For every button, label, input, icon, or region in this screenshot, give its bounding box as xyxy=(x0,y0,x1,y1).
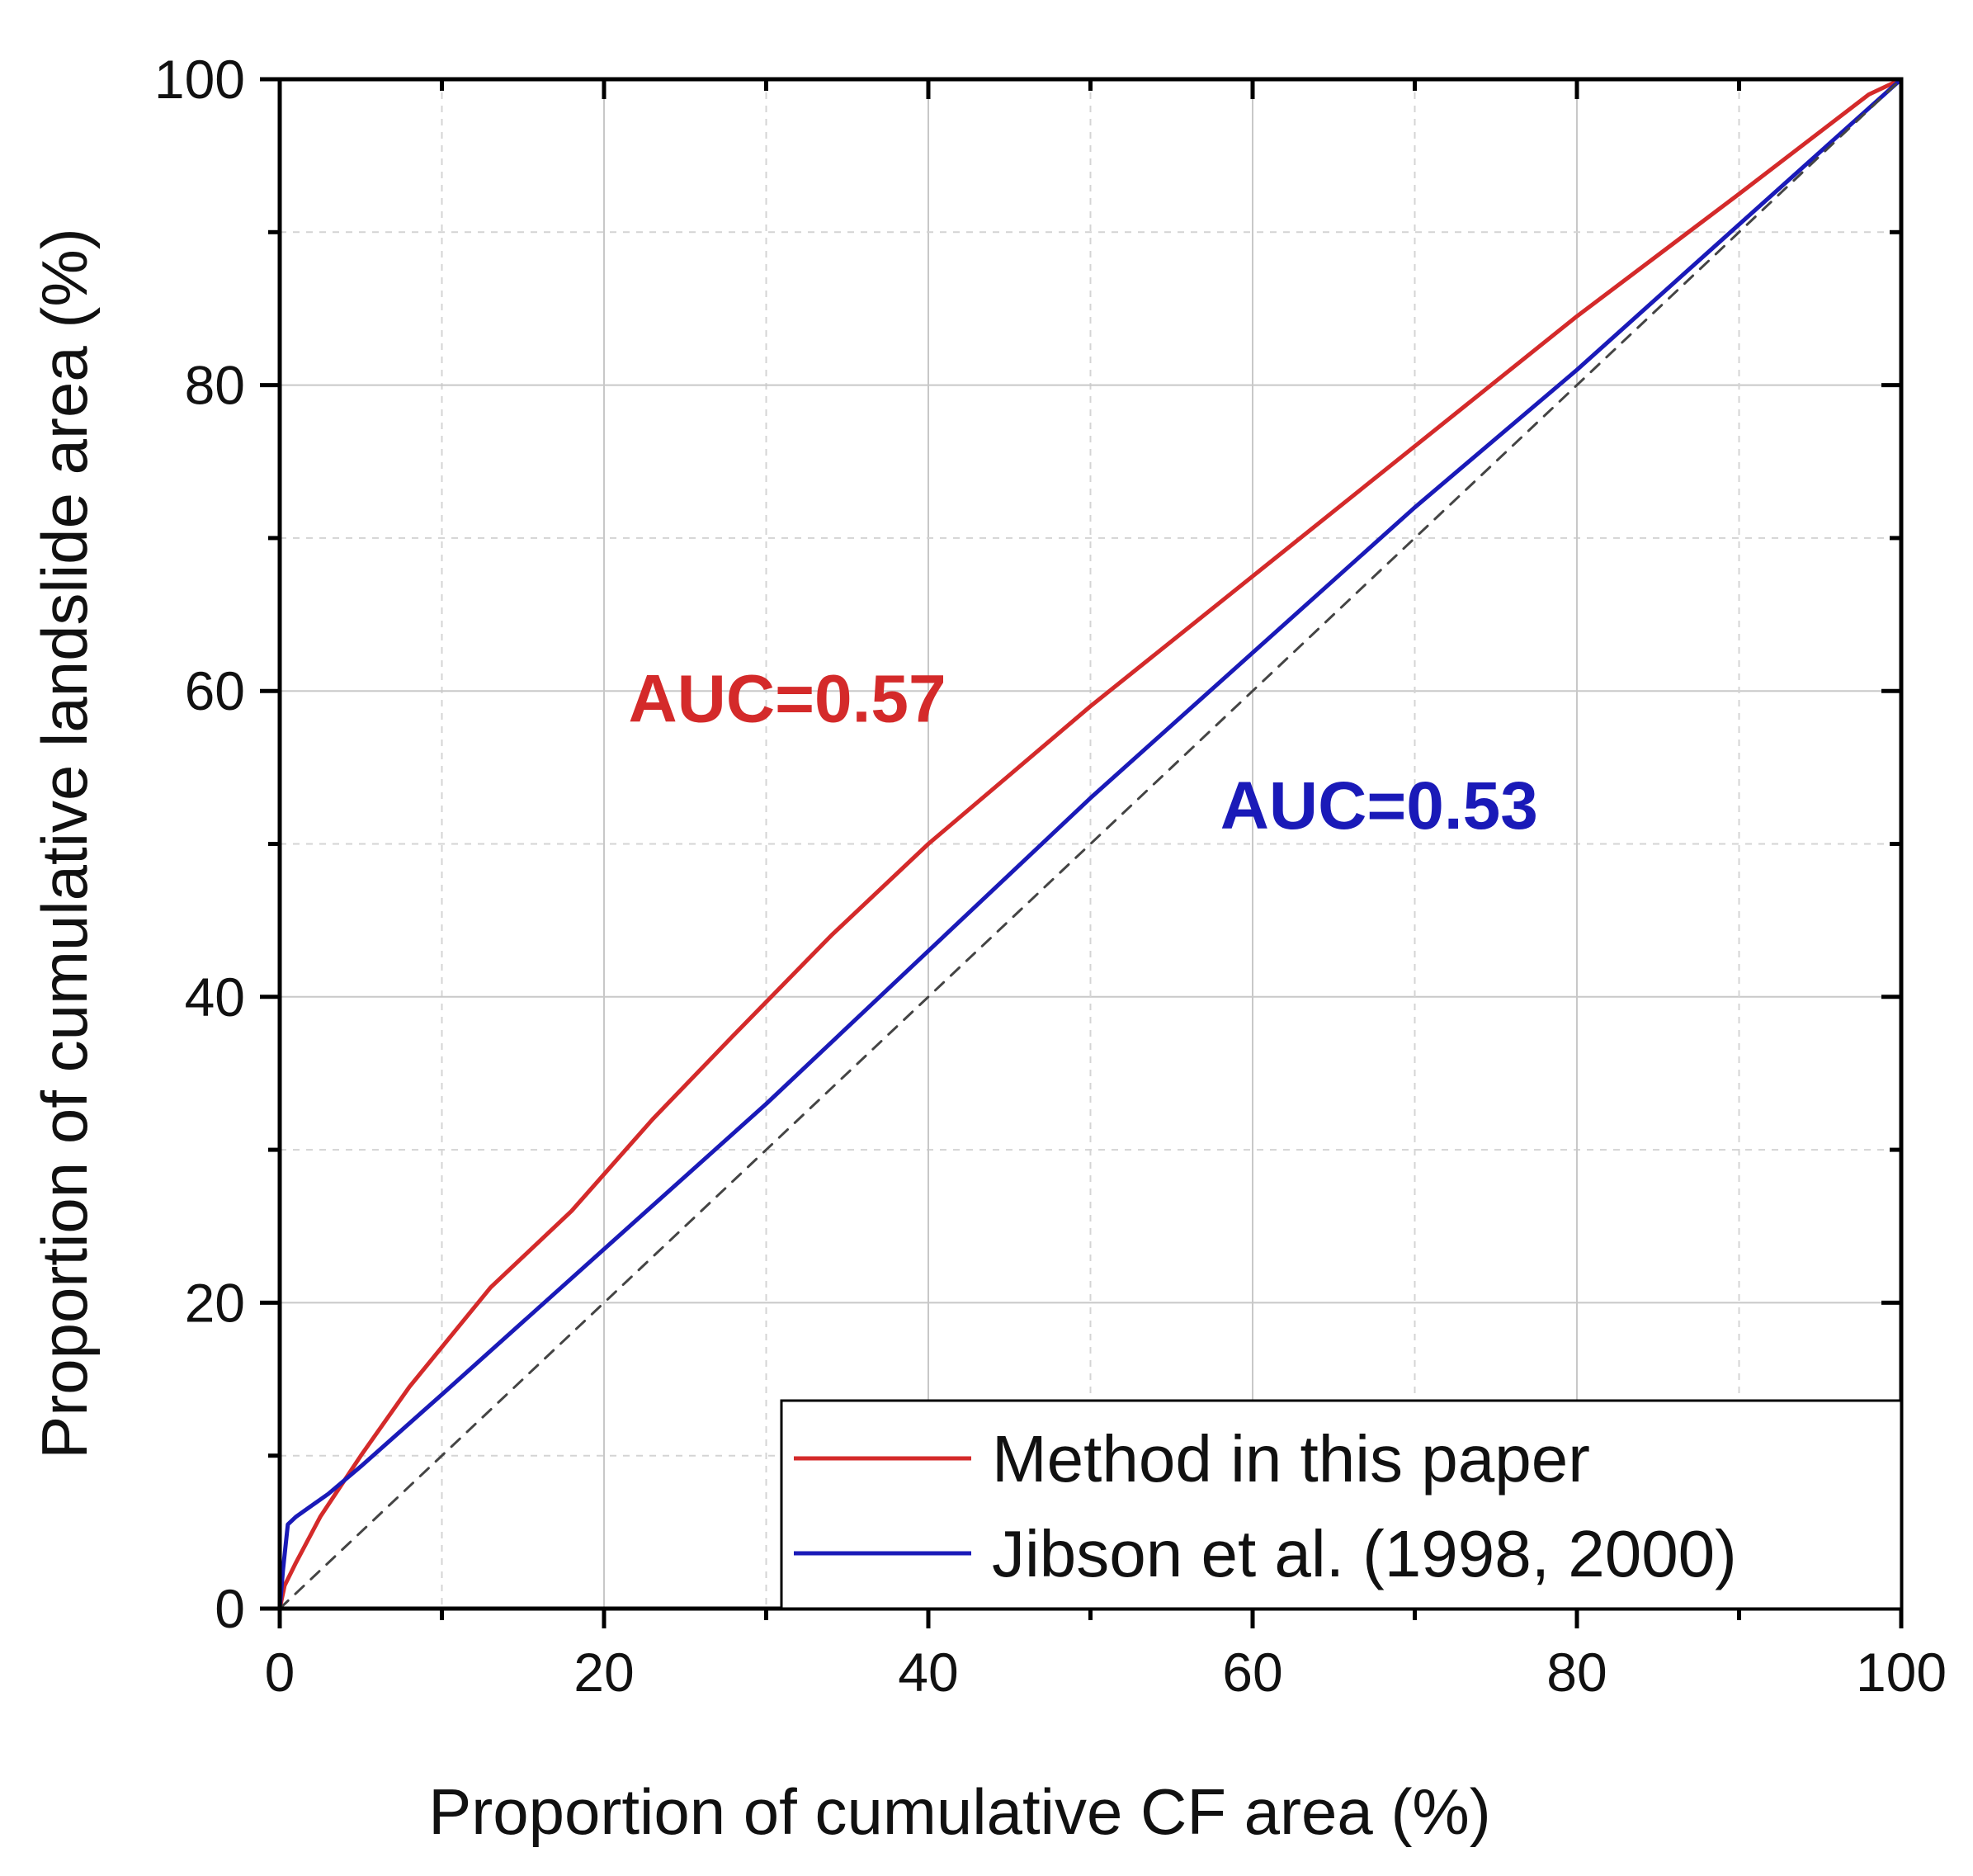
series-line-method-in-this-paper xyxy=(277,77,1904,1611)
x-tick-label-40: 40 xyxy=(898,1642,958,1703)
series-line-jibson-et-al-1998-2000 xyxy=(277,77,1904,1611)
auc-annotation-1: AUC=0.57 xyxy=(628,661,946,736)
x-tick-label-20: 20 xyxy=(573,1642,634,1703)
curves xyxy=(277,77,1904,1611)
x-tick-label-60: 60 xyxy=(1222,1642,1282,1703)
x-tick-label-80: 80 xyxy=(1546,1642,1607,1703)
tick-labels: 0 20 40 60 80 100 0 20 40 60 80 100 xyxy=(154,49,1947,1703)
y-tick-label-100: 100 xyxy=(154,49,245,110)
y-axis-label: Proportion of cumulative landslide area … xyxy=(28,228,101,1458)
reference-diagonal-line xyxy=(278,78,1903,1610)
y-tick-label-60: 60 xyxy=(185,660,245,721)
legend-label-2: Jibson et al. (1998, 2000) xyxy=(992,1517,1737,1590)
x-axis-label: Proportion of cumulative CF area (%) xyxy=(428,1775,1491,1848)
ticks xyxy=(260,77,1904,1628)
legend-label-1: Method in this paper xyxy=(992,1422,1590,1496)
y-tick-label-20: 20 xyxy=(185,1272,245,1333)
y-tick-label-0: 0 xyxy=(215,1578,245,1639)
y-tick-label-40: 40 xyxy=(185,966,245,1028)
x-tick-label-100: 100 xyxy=(1856,1642,1947,1703)
legend-box xyxy=(780,1399,1903,1610)
y-tick-label-80: 80 xyxy=(185,355,245,416)
x-tick-label-0: 0 xyxy=(265,1642,295,1703)
legend: Method in this paper Jibson et al. (1998,… xyxy=(780,1399,1903,1610)
annotations: AUC=0.57 AUC=0.53 xyxy=(628,661,1537,843)
auc-annotation-2: AUC=0.53 xyxy=(1220,768,1538,843)
